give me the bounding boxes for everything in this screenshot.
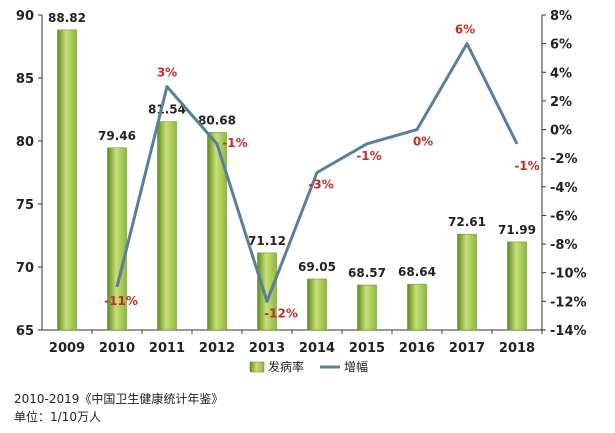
right-tick-label: -4% — [550, 181, 577, 196]
source-note: 2010-2019《中国卫生健康统计年鉴》 — [14, 392, 224, 406]
bar-value-label: 80.68 — [198, 113, 236, 127]
right-tick-label: -10% — [550, 267, 587, 282]
growth-value-label: 6% — [455, 23, 475, 37]
bar — [407, 283, 427, 331]
bar — [307, 278, 327, 331]
x-tick-label: 2011 — [149, 341, 185, 356]
growth-value-label: 3% — [157, 66, 177, 80]
right-tick-label: 8% — [550, 9, 572, 24]
bar-value-label: 71.12 — [248, 234, 286, 248]
x-tick-label: 2017 — [449, 341, 485, 356]
growth-value-label: -1% — [222, 136, 247, 150]
chart: 65 70 75 80 85 90 -14% -12% -10% -8% -6% -4% -2% 0% 2%… — [16, 9, 587, 374]
bar — [57, 29, 77, 331]
growth-value-label: -1% — [356, 149, 381, 163]
growth-value-label: -11% — [104, 294, 138, 308]
bar-value-label: 68.57 — [348, 266, 386, 280]
bar-value-label: 79.46 — [98, 129, 136, 143]
bar-value-label: 71.99 — [498, 223, 536, 237]
bar — [107, 147, 127, 331]
right-tick-label: -6% — [550, 209, 577, 224]
x-tick-label: 2013 — [249, 341, 285, 356]
right-tick-label: -2% — [550, 152, 577, 167]
bar-value-label: 68.64 — [398, 265, 436, 279]
bar — [357, 284, 377, 331]
bar-value-label: 88.82 — [48, 11, 86, 25]
right-tick-label: 0% — [550, 124, 572, 139]
growth-value-label: 0% — [413, 135, 433, 149]
growth-value-label: -12% — [264, 306, 298, 320]
bar — [457, 233, 477, 331]
x-tick-label: 2015 — [349, 341, 385, 356]
growth-value-label: -3% — [308, 178, 333, 192]
x-tick-label: 2014 — [299, 341, 335, 356]
growth-value-label: -1% — [514, 159, 539, 173]
bar — [207, 132, 227, 331]
x-tick-label: 2018 — [499, 341, 535, 356]
right-tick-label: -12% — [550, 295, 587, 310]
right-tick-label: 2% — [550, 95, 572, 110]
x-tick-label: 2010 — [99, 341, 135, 356]
left-tick-label: 75 — [16, 198, 34, 213]
left-tick-label: 90 — [16, 9, 34, 24]
bar — [257, 252, 277, 331]
left-tick-label: 85 — [16, 72, 34, 87]
x-tick-label: 2016 — [399, 341, 435, 356]
bar-value-label: 72.61 — [448, 215, 486, 229]
legend-bar-swatch — [249, 361, 265, 373]
left-tick-label: 80 — [16, 135, 34, 150]
right-tick-label: 6% — [550, 38, 572, 53]
right-tick-label: -14% — [550, 324, 587, 339]
x-tick-label: 2009 — [49, 341, 85, 356]
unit-note: 单位：1/10万人 — [14, 410, 101, 424]
x-tick-label: 2012 — [199, 341, 235, 356]
left-tick-label: 70 — [16, 261, 34, 276]
legend-bar-label: 发病率 — [268, 359, 304, 374]
bar-value-label: 69.05 — [298, 260, 336, 274]
right-tick-label: -8% — [550, 238, 577, 253]
right-tick-label: 4% — [550, 66, 572, 81]
growth-line — [115, 42, 519, 303]
legend-line-label: 增幅 — [344, 359, 368, 374]
bar-value-label: 81.54 — [148, 103, 186, 117]
bar — [507, 241, 527, 331]
bar — [157, 121, 177, 331]
left-tick-label: 65 — [16, 324, 34, 339]
